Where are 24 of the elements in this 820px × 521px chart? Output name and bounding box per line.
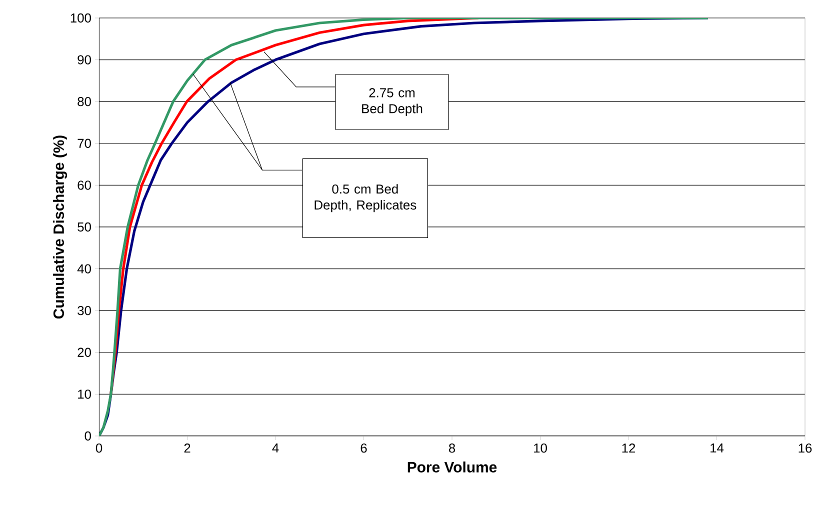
- y-tick-label: 0: [84, 431, 91, 441]
- annotation: 2.75 cm Bed Depth: [362, 88, 422, 116]
- x-axis-title: Pore Volume: [408, 462, 497, 472]
- y-axis-title: Cumulative Discharge (%): [53, 136, 68, 319]
- x-tick-label: 12: [622, 444, 636, 453]
- y-tick-label: 40: [77, 264, 91, 274]
- x-tick-label: 0: [96, 444, 102, 453]
- x-tick-label: 6: [360, 444, 367, 453]
- x-tick-label: 16: [798, 444, 812, 453]
- annotation: 0.5 cm Bed Depth, Replicates: [314, 184, 416, 212]
- x-tick-label: 8: [448, 444, 456, 453]
- y-tick-label: 60: [78, 180, 91, 190]
- x-tick-label: 10: [534, 444, 547, 453]
- y-tick-label: 100: [70, 13, 91, 23]
- x-tick-label: 14: [710, 444, 724, 452]
- y-tick-label: 80: [78, 96, 91, 106]
- y-tick-label: 20: [78, 348, 91, 357]
- y-tick-label: 70: [78, 138, 91, 148]
- y-tick-label: 90: [78, 55, 91, 64]
- x-tick-label: 4: [272, 444, 279, 452]
- y-tick-label: 30: [78, 306, 91, 316]
- y-tick-label: 50: [78, 222, 91, 232]
- y-tick-label: 10: [78, 390, 91, 399]
- x-tick-label: 2: [184, 444, 190, 453]
